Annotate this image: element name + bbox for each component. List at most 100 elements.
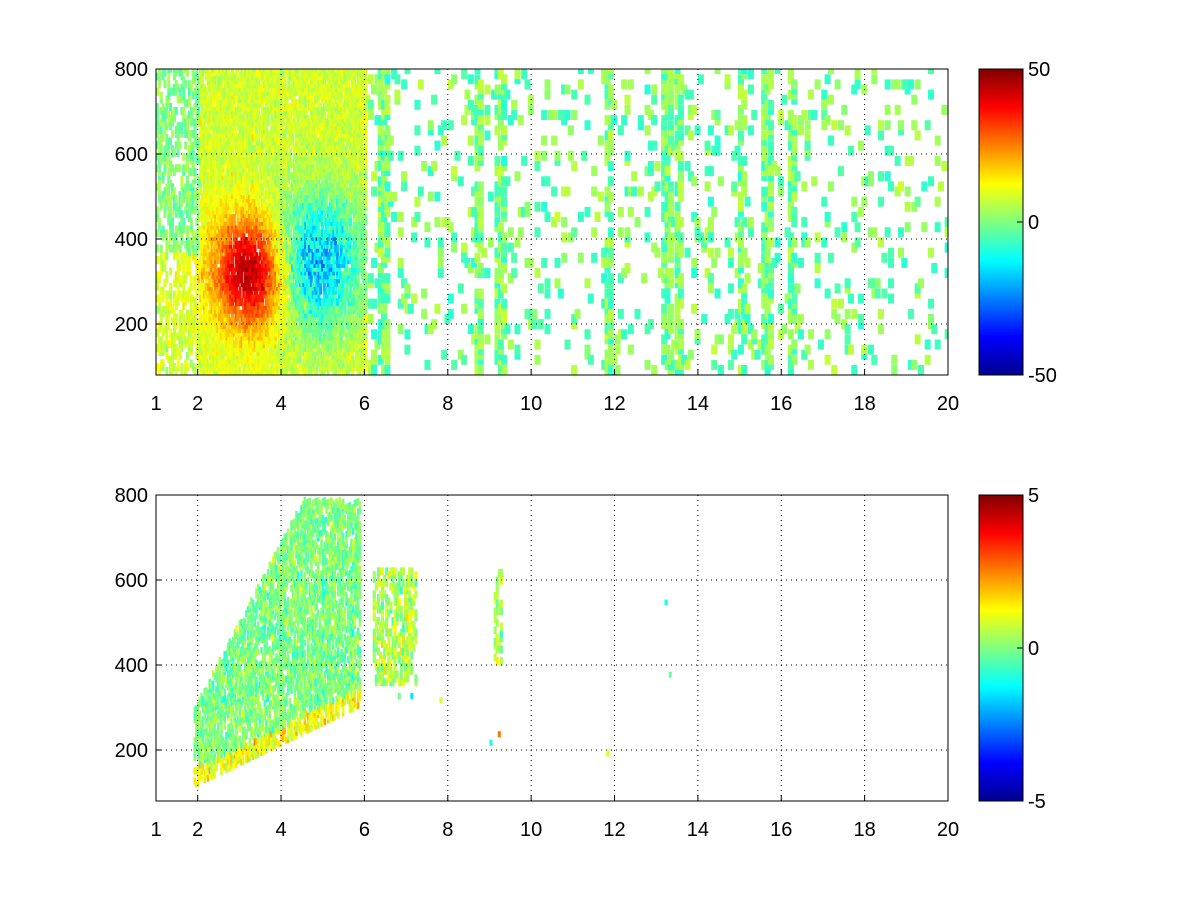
top-heatmap-cell — [285, 137, 289, 146]
top-heatmap-cell — [294, 99, 298, 108]
top-heatmap-cell — [163, 126, 167, 135]
top-heatmap-cell — [227, 95, 231, 104]
top-heatmap-cell — [289, 214, 293, 222]
top-heatmap-cell — [322, 229, 326, 238]
top-heatmap-cell — [169, 336, 173, 345]
top-heatmap-cell — [165, 133, 169, 142]
top-heatmap-cell — [321, 152, 325, 161]
top-heatmap-cell — [189, 359, 193, 368]
top-heatmap-cell — [326, 286, 330, 295]
top-heatmap-cell — [201, 110, 205, 119]
top-heatmap-cell — [157, 187, 161, 196]
top-heatmap-cell — [206, 271, 210, 280]
top-heatmap-cell — [182, 106, 186, 115]
top-heatmap-cell — [298, 233, 302, 242]
top-heatmap-cell — [214, 69, 218, 73]
top-heatmap-cell — [276, 69, 280, 73]
top-heatmap-cell — [246, 236, 250, 245]
top-heatmap-cell — [238, 145, 242, 154]
top-heatmap-cell — [212, 110, 216, 119]
top-heatmap-cell — [208, 233, 212, 242]
top-heatmap-cell — [298, 244, 302, 253]
top-heatmap-cell — [165, 95, 169, 104]
top-heatmap-cell — [157, 294, 161, 303]
top-heatmap-cell — [277, 114, 281, 123]
top-heatmap-cell — [261, 363, 265, 372]
top-heatmap-cell — [279, 179, 283, 188]
top-heatmap-cell — [262, 332, 266, 341]
top-heatmap-cell — [292, 164, 296, 173]
top-heatmap-cell — [317, 171, 321, 180]
top-heatmap-cell — [234, 347, 238, 356]
top-heatmap-cell — [178, 69, 182, 77]
top-heatmap-cell — [193, 191, 197, 200]
top-heatmap-cell — [300, 309, 304, 318]
top-heatmap-cell — [313, 133, 317, 142]
top-heatmap-cell — [182, 324, 186, 333]
top-heatmap-cell — [189, 282, 193, 291]
top-heatmap-cell — [304, 221, 308, 230]
top-heatmap-cell — [163, 210, 167, 219]
top-heatmap-cell — [171, 210, 175, 219]
top-heatmap-cell — [201, 340, 205, 349]
top-heatmap-cell — [272, 118, 276, 127]
top-heatmap-cell — [178, 290, 182, 299]
top-heatmap-cell — [201, 191, 205, 200]
top-heatmap-cell — [246, 248, 250, 257]
top-heatmap-cell — [261, 69, 265, 73]
top-heatmap-cell — [300, 225, 304, 234]
top-heatmap-cell — [313, 336, 317, 345]
top-heatmap-cell — [283, 347, 287, 356]
top-heatmap-cell — [165, 336, 169, 345]
top-heatmap-cell — [191, 141, 195, 150]
top-heatmap-cell — [184, 252, 188, 261]
top-heatmap-cell — [229, 332, 233, 341]
top-heatmap-cell — [184, 275, 188, 284]
top-heatmap-cell — [210, 137, 214, 146]
top-heatmap-cell — [253, 244, 257, 253]
top-heatmap-cell — [317, 160, 321, 169]
top-heatmap-cell — [264, 69, 268, 73]
top-heatmap-cell — [186, 152, 190, 161]
top-heatmap-cell — [272, 317, 276, 326]
top-heatmap-cell — [186, 69, 190, 73]
top-heatmap-cell — [178, 122, 182, 131]
top-heatmap-cell — [204, 294, 208, 303]
top-heatmap-cell — [304, 69, 308, 77]
top-heatmap-cell — [291, 347, 295, 356]
top-heatmap-cell — [180, 69, 184, 73]
top-heatmap-cell — [206, 69, 210, 73]
top-heatmap-cell — [172, 363, 176, 372]
top-heatmap-cell — [332, 183, 336, 192]
top-heatmap-cell — [180, 324, 184, 333]
top-heatmap-cell — [225, 301, 229, 310]
top-heatmap-cell — [246, 160, 250, 169]
top-heatmap-cell — [259, 301, 263, 310]
top-heatmap-cell — [186, 183, 190, 192]
top-heatmap-cell — [156, 244, 159, 253]
top-heatmap-cell — [255, 69, 259, 77]
top-heatmap-cell — [272, 156, 276, 165]
top-heatmap-cell — [249, 210, 253, 219]
top-heatmap-cell — [307, 301, 311, 310]
top-heatmap-cell — [210, 286, 214, 295]
top-heatmap-cell — [294, 252, 298, 261]
top-heatmap-cell — [186, 194, 190, 203]
top-heatmap-cell — [199, 336, 203, 345]
top-heatmap-cell — [313, 351, 317, 360]
top-heatmap-cell — [199, 252, 203, 261]
top-heatmap-cell — [163, 340, 167, 349]
top-heatmap-cell — [172, 202, 176, 211]
top-heatmap-cell — [210, 210, 214, 219]
top-heatmap-cell — [236, 324, 240, 333]
top-heatmap-cell — [216, 160, 220, 169]
top-heatmap-cell — [178, 164, 182, 173]
top-heatmap-cell — [321, 336, 325, 345]
top-heatmap-cell — [178, 275, 182, 284]
top-heatmap-cell — [184, 141, 188, 150]
top-heatmap-cell — [289, 171, 293, 180]
top-heatmap-cell — [306, 313, 310, 322]
top-heatmap-cell — [186, 129, 190, 138]
top-heatmap-cell — [165, 148, 169, 157]
top-heatmap-cell — [266, 160, 270, 169]
